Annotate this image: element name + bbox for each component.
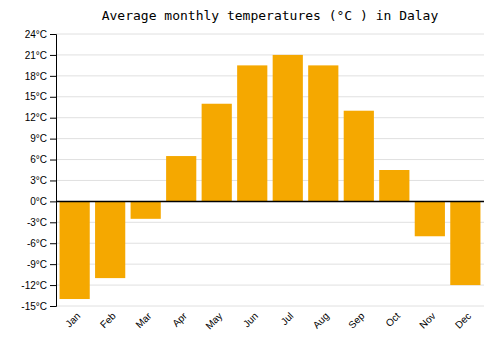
bar xyxy=(415,201,445,236)
y-tick: 0°C xyxy=(30,196,56,207)
x-axis: Jan Feb Mar Apr May Jun Jul Aug Sep Oct Nov Dec xyxy=(63,310,473,332)
y-tick-label: -3°C xyxy=(27,217,47,228)
bar xyxy=(450,201,480,285)
bar xyxy=(237,65,267,201)
y-tick: 24°C xyxy=(25,29,56,40)
x-tick-label: Oct xyxy=(383,310,402,329)
grid-line xyxy=(56,159,484,160)
bar xyxy=(202,104,232,202)
x-tick-label: Jan xyxy=(63,310,82,329)
grid xyxy=(56,34,484,306)
y-tick: 3°C xyxy=(30,175,56,186)
y-tick-label: 15°C xyxy=(25,91,47,102)
y-tick-mark xyxy=(50,201,56,202)
y-tick-mark xyxy=(50,180,56,181)
x-tick-label: Sep xyxy=(346,310,367,331)
zero-line xyxy=(56,201,484,203)
x-tick: Dec xyxy=(453,310,473,330)
x-tick: Jul xyxy=(279,310,296,327)
x-tick-label: Mar xyxy=(133,310,153,330)
x-tick: May xyxy=(203,310,224,331)
bar xyxy=(131,201,161,218)
y-tick-mark xyxy=(50,264,56,265)
grid-line xyxy=(56,285,484,286)
x-tick: Aug xyxy=(311,310,331,330)
x-tick-label: Jun xyxy=(241,310,260,329)
x-tick: Jun xyxy=(241,310,260,329)
grid-line xyxy=(56,201,484,202)
y-tick: 18°C xyxy=(25,71,56,82)
y-tick: 9°C xyxy=(30,133,56,144)
x-tick: Nov xyxy=(417,310,437,330)
y-tick-mark xyxy=(50,55,56,56)
y-tick-label: 9°C xyxy=(30,133,47,144)
y-tick-mark xyxy=(50,34,56,35)
y-tick: -6°C xyxy=(27,238,56,249)
x-tick-label: Apr xyxy=(170,310,189,329)
y-tick-mark xyxy=(50,118,56,119)
y-tick: 15°C xyxy=(25,91,56,102)
grid-line xyxy=(56,75,484,76)
y-tick-mark xyxy=(50,76,56,77)
plot: -15°C -12°C -9°C -6°C -3°C 0°C 3°C 6°C 9°C 12°C 15… xyxy=(21,29,484,332)
bars xyxy=(60,55,481,299)
y-tick: 12°C xyxy=(25,112,56,123)
y-tick-label: -15°C xyxy=(21,301,47,312)
y-tick: -15°C xyxy=(21,301,56,312)
y-tick-mark xyxy=(50,243,56,244)
y-tick-label: 24°C xyxy=(25,29,47,40)
y-tick-label: 3°C xyxy=(30,175,47,186)
y-tick-label: -6°C xyxy=(27,238,47,249)
y-axis: -15°C -12°C -9°C -6°C -3°C 0°C 3°C 6°C 9°C 12°C 15… xyxy=(21,29,56,312)
chart: -15°C -12°C -9°C -6°C -3°C 0°C 3°C 6°C 9°C 12°C 15… xyxy=(0,0,500,350)
y-tick: -9°C xyxy=(27,259,56,270)
y-tick: 21°C xyxy=(25,50,56,61)
x-tick: Feb xyxy=(98,310,118,330)
x-tick-label: Jul xyxy=(279,310,296,327)
grid-line xyxy=(56,54,484,55)
y-tick-mark xyxy=(50,160,56,161)
bar xyxy=(344,111,374,202)
x-tick-label: May xyxy=(203,310,224,331)
bar xyxy=(273,55,303,201)
x-tick-label: Dec xyxy=(453,310,473,330)
x-tick-label: Nov xyxy=(417,310,437,330)
y-axis-line xyxy=(50,35,57,307)
x-tick: Mar xyxy=(133,310,153,330)
bar xyxy=(60,201,90,299)
bar xyxy=(166,156,196,201)
grid-line xyxy=(56,96,484,97)
y-tick-mark xyxy=(50,139,56,140)
bar xyxy=(308,65,338,201)
y-tick: -3°C xyxy=(27,217,56,228)
y-tick-mark xyxy=(50,222,56,223)
x-tick-label: Aug xyxy=(311,310,331,330)
bar xyxy=(95,201,125,278)
grid-line xyxy=(56,117,484,118)
y-tick-mark xyxy=(50,97,56,98)
bar xyxy=(379,170,409,201)
y-tick-label: 21°C xyxy=(25,50,47,61)
grid-line xyxy=(56,180,484,181)
x-tick: Sep xyxy=(346,310,367,331)
x-tick: Jan xyxy=(63,310,82,329)
y-tick-label: -9°C xyxy=(27,259,47,270)
title: Average monthly temperatures (°C ) in Da… xyxy=(102,8,439,23)
y-tick: -12°C xyxy=(21,280,56,291)
y-tick: 6°C xyxy=(30,154,56,165)
x-tick: Oct xyxy=(383,310,402,329)
y-tick-label: 12°C xyxy=(25,112,47,123)
x-tick: Apr xyxy=(170,310,189,329)
y-tick-label: 18°C xyxy=(25,71,47,82)
x-tick-label: Feb xyxy=(98,310,118,330)
y-tick-label: 0°C xyxy=(30,196,47,207)
y-tick-label: -12°C xyxy=(21,280,47,291)
grid-line xyxy=(56,138,484,139)
grid-line xyxy=(56,306,484,307)
y-tick-mark xyxy=(50,306,56,307)
y-tick-label: 6°C xyxy=(30,154,47,165)
grid-line xyxy=(56,34,484,35)
y-tick-mark xyxy=(50,285,56,286)
